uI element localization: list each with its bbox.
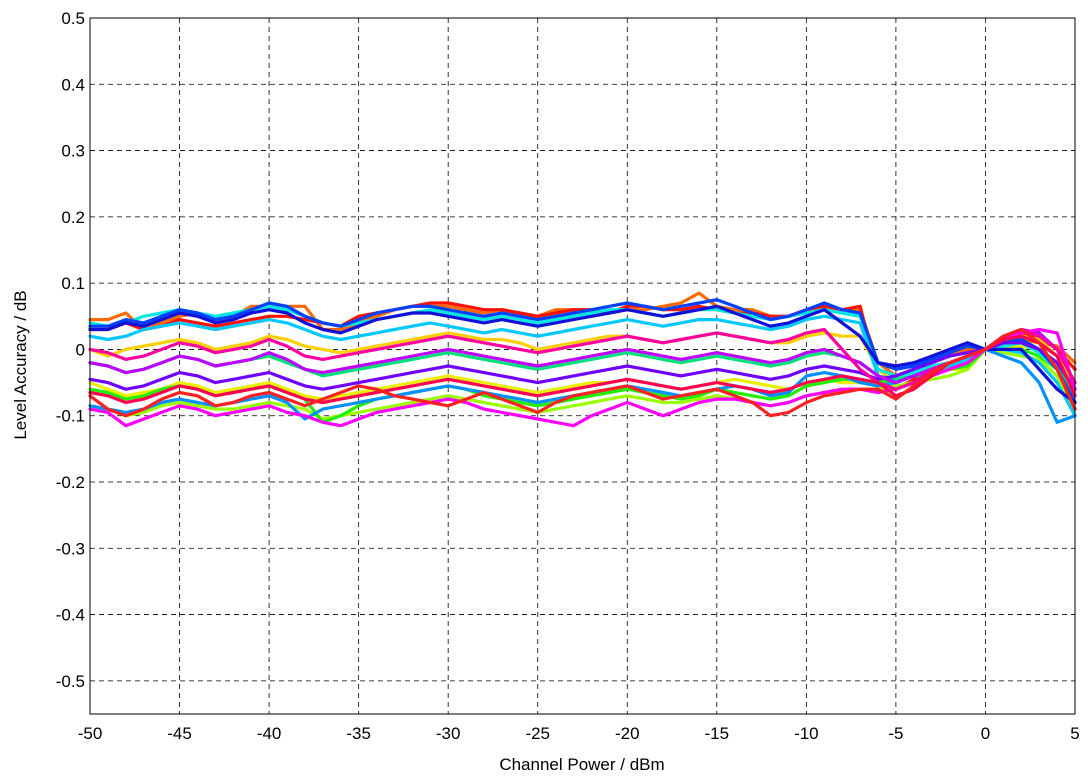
series-line-13	[88, 341, 1077, 391]
y-tick-label: 0.2	[61, 208, 85, 227]
y-tick-label: 0.4	[61, 75, 85, 94]
x-tick-label: -35	[346, 724, 371, 743]
x-tick-label: -45	[167, 724, 192, 743]
series-line-11	[88, 298, 1077, 405]
series-line-16	[88, 327, 1077, 391]
y-axis-label: Level Accuracy / dB	[11, 290, 30, 439]
y-tick-label: -0.4	[56, 606, 85, 625]
y-tick-label: -0.3	[56, 539, 85, 558]
x-tick-labels: -50 -45 -40 -35 -30 -25 -20 -15 -10 -5 0 5	[78, 724, 1080, 743]
x-axis-label: Channel Power / dBm	[499, 755, 664, 774]
x-tick-label: -10	[794, 724, 819, 743]
x-tick-label: 0	[981, 724, 990, 743]
plot-frame	[89, 17, 1076, 715]
series-line-17	[88, 334, 1077, 405]
y-tick-labels: 0.5 0.4 0.3 0.2 0.1 0 -0.1 -0.2 -0.3 -0.4 -0.5	[56, 9, 85, 691]
series-line-2	[88, 301, 1077, 391]
x-tick-label: -30	[436, 724, 461, 743]
x-tick-label: -5	[888, 724, 903, 743]
y-tick-label: -0.1	[56, 407, 85, 426]
series-line-18	[88, 327, 1077, 418]
y-tick-label: 0.5	[61, 9, 85, 28]
x-tick-label: -15	[705, 724, 730, 743]
y-tick-label: -0.5	[56, 672, 85, 691]
x-tick-label: -25	[525, 724, 550, 743]
series-line-12	[88, 304, 1077, 405]
x-tick-label: -50	[78, 724, 103, 743]
y-tick-label: 0.3	[61, 142, 85, 161]
series-layer	[88, 291, 1077, 428]
x-tick-label: -20	[615, 724, 640, 743]
y-tick-label: 0.1	[61, 274, 85, 293]
x-tick-label: -40	[257, 724, 282, 743]
y-tick-label: -0.2	[56, 473, 85, 492]
y-tick-label: 0	[76, 340, 85, 359]
x-tick-label: 5	[1070, 724, 1079, 743]
series-line-14	[88, 327, 1077, 385]
